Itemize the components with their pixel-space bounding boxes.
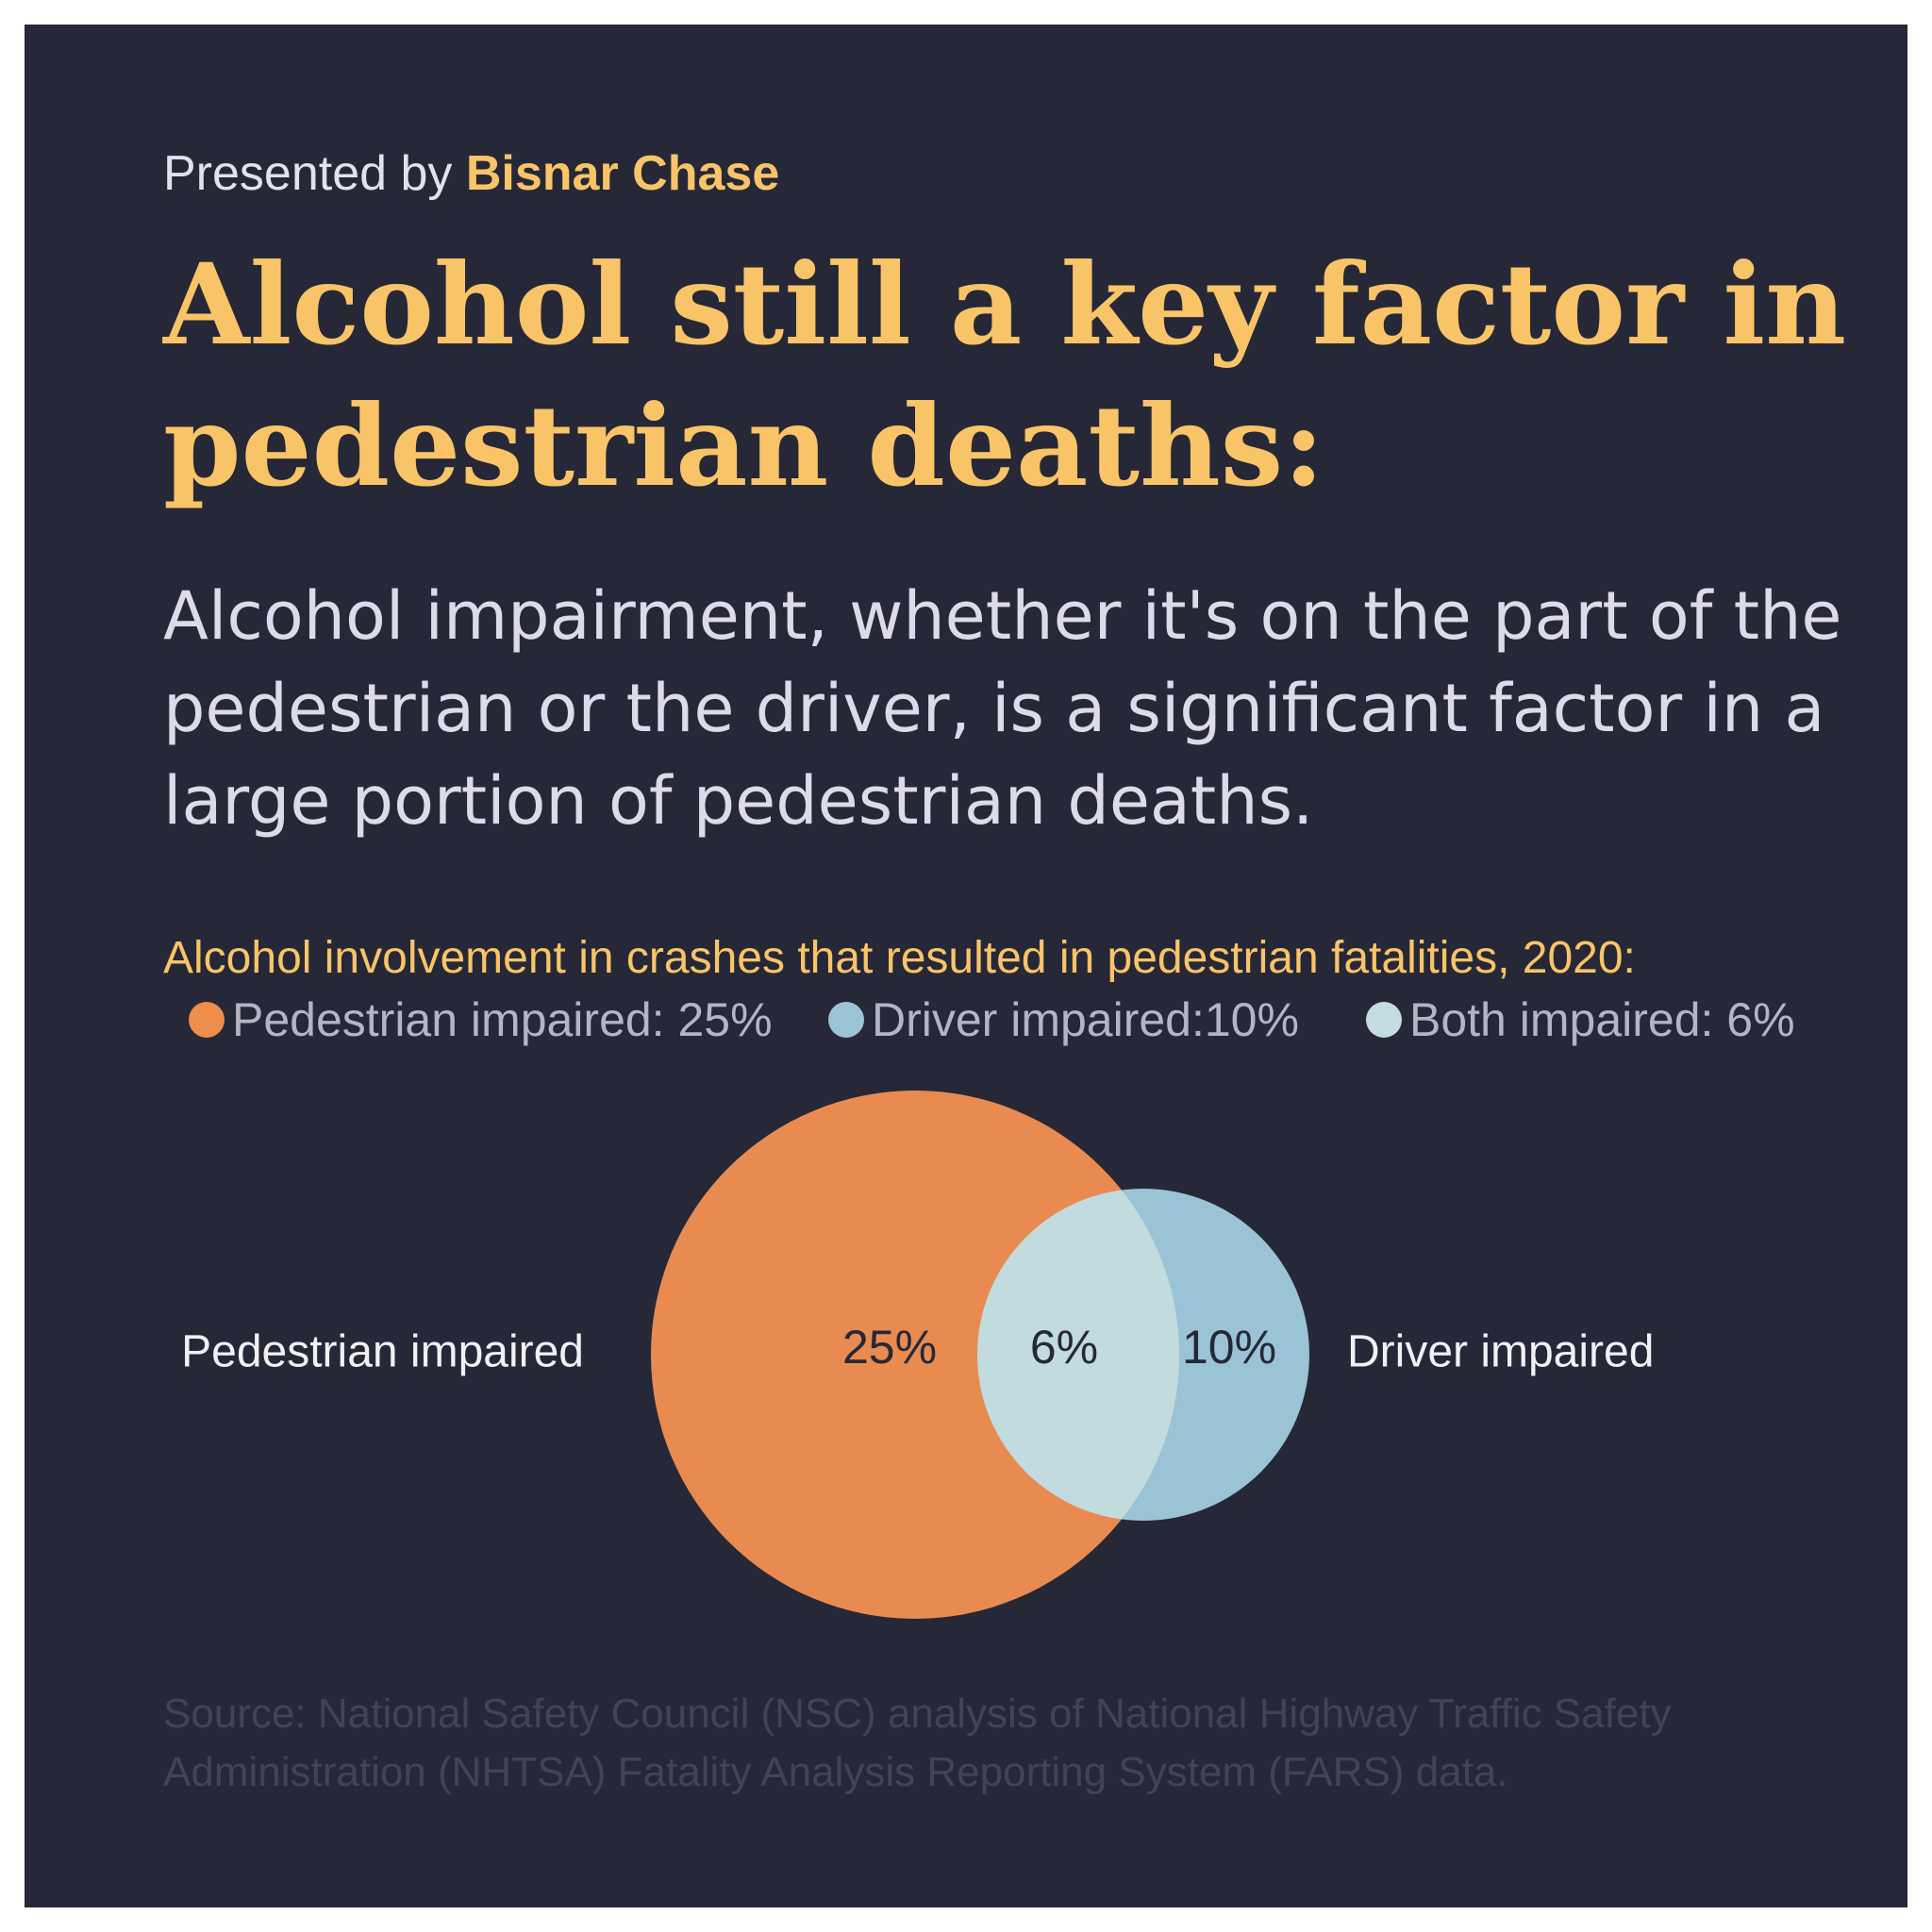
legend: Pedestrian impaired: 25% Driver impaired… bbox=[163, 992, 1880, 1049]
legend-label: Driver impaired:10% bbox=[872, 993, 1299, 1046]
brand-name: Bisnar Chase bbox=[465, 146, 780, 201]
legend-label: Both impaired: 6% bbox=[1409, 993, 1795, 1046]
infographic-card: Presented by Bisnar Chase Alcohol still … bbox=[25, 25, 1907, 1907]
legend-item-both: Both impaired: 6% bbox=[1366, 992, 1795, 1047]
both-value-label: 6% bbox=[1030, 1321, 1098, 1374]
legend-item-pedestrian: Pedestrian impaired: 25% bbox=[189, 992, 773, 1047]
driver-impaired-label: Driver impaired bbox=[1347, 1327, 1654, 1377]
pedestrian-impaired-label: Pedestrian impaired bbox=[181, 1327, 584, 1377]
source-note: Source: National Safety Council (NSC) an… bbox=[163, 1690, 1672, 1795]
both-impaired-overlap bbox=[977, 1189, 1179, 1521]
subtitle: Alcohol impairment, whether it's on the … bbox=[163, 577, 1842, 840]
chart-title: Alcohol involvement in crashes that resu… bbox=[163, 933, 1636, 983]
venn-chart: Pedestrian impaired Driver impaired 25% … bbox=[181, 1091, 1654, 1619]
legend-label: Pedestrian impaired: 25% bbox=[232, 993, 773, 1046]
legend-dot-driver bbox=[828, 1002, 864, 1038]
legend-item-driver: Driver impaired:10% bbox=[828, 992, 1299, 1047]
legend-dot-both bbox=[1366, 1002, 1402, 1038]
pedestrian-value-label: 25% bbox=[842, 1321, 937, 1374]
presented-by: Presented by Bisnar Chase bbox=[163, 145, 779, 202]
legend-dot-pedestrian bbox=[189, 1002, 225, 1038]
presented-prefix: Presented by bbox=[163, 146, 453, 201]
driver-value-label: 10% bbox=[1182, 1321, 1276, 1374]
page-title: Alcohol still a key factor in pedestrian… bbox=[163, 239, 1847, 511]
